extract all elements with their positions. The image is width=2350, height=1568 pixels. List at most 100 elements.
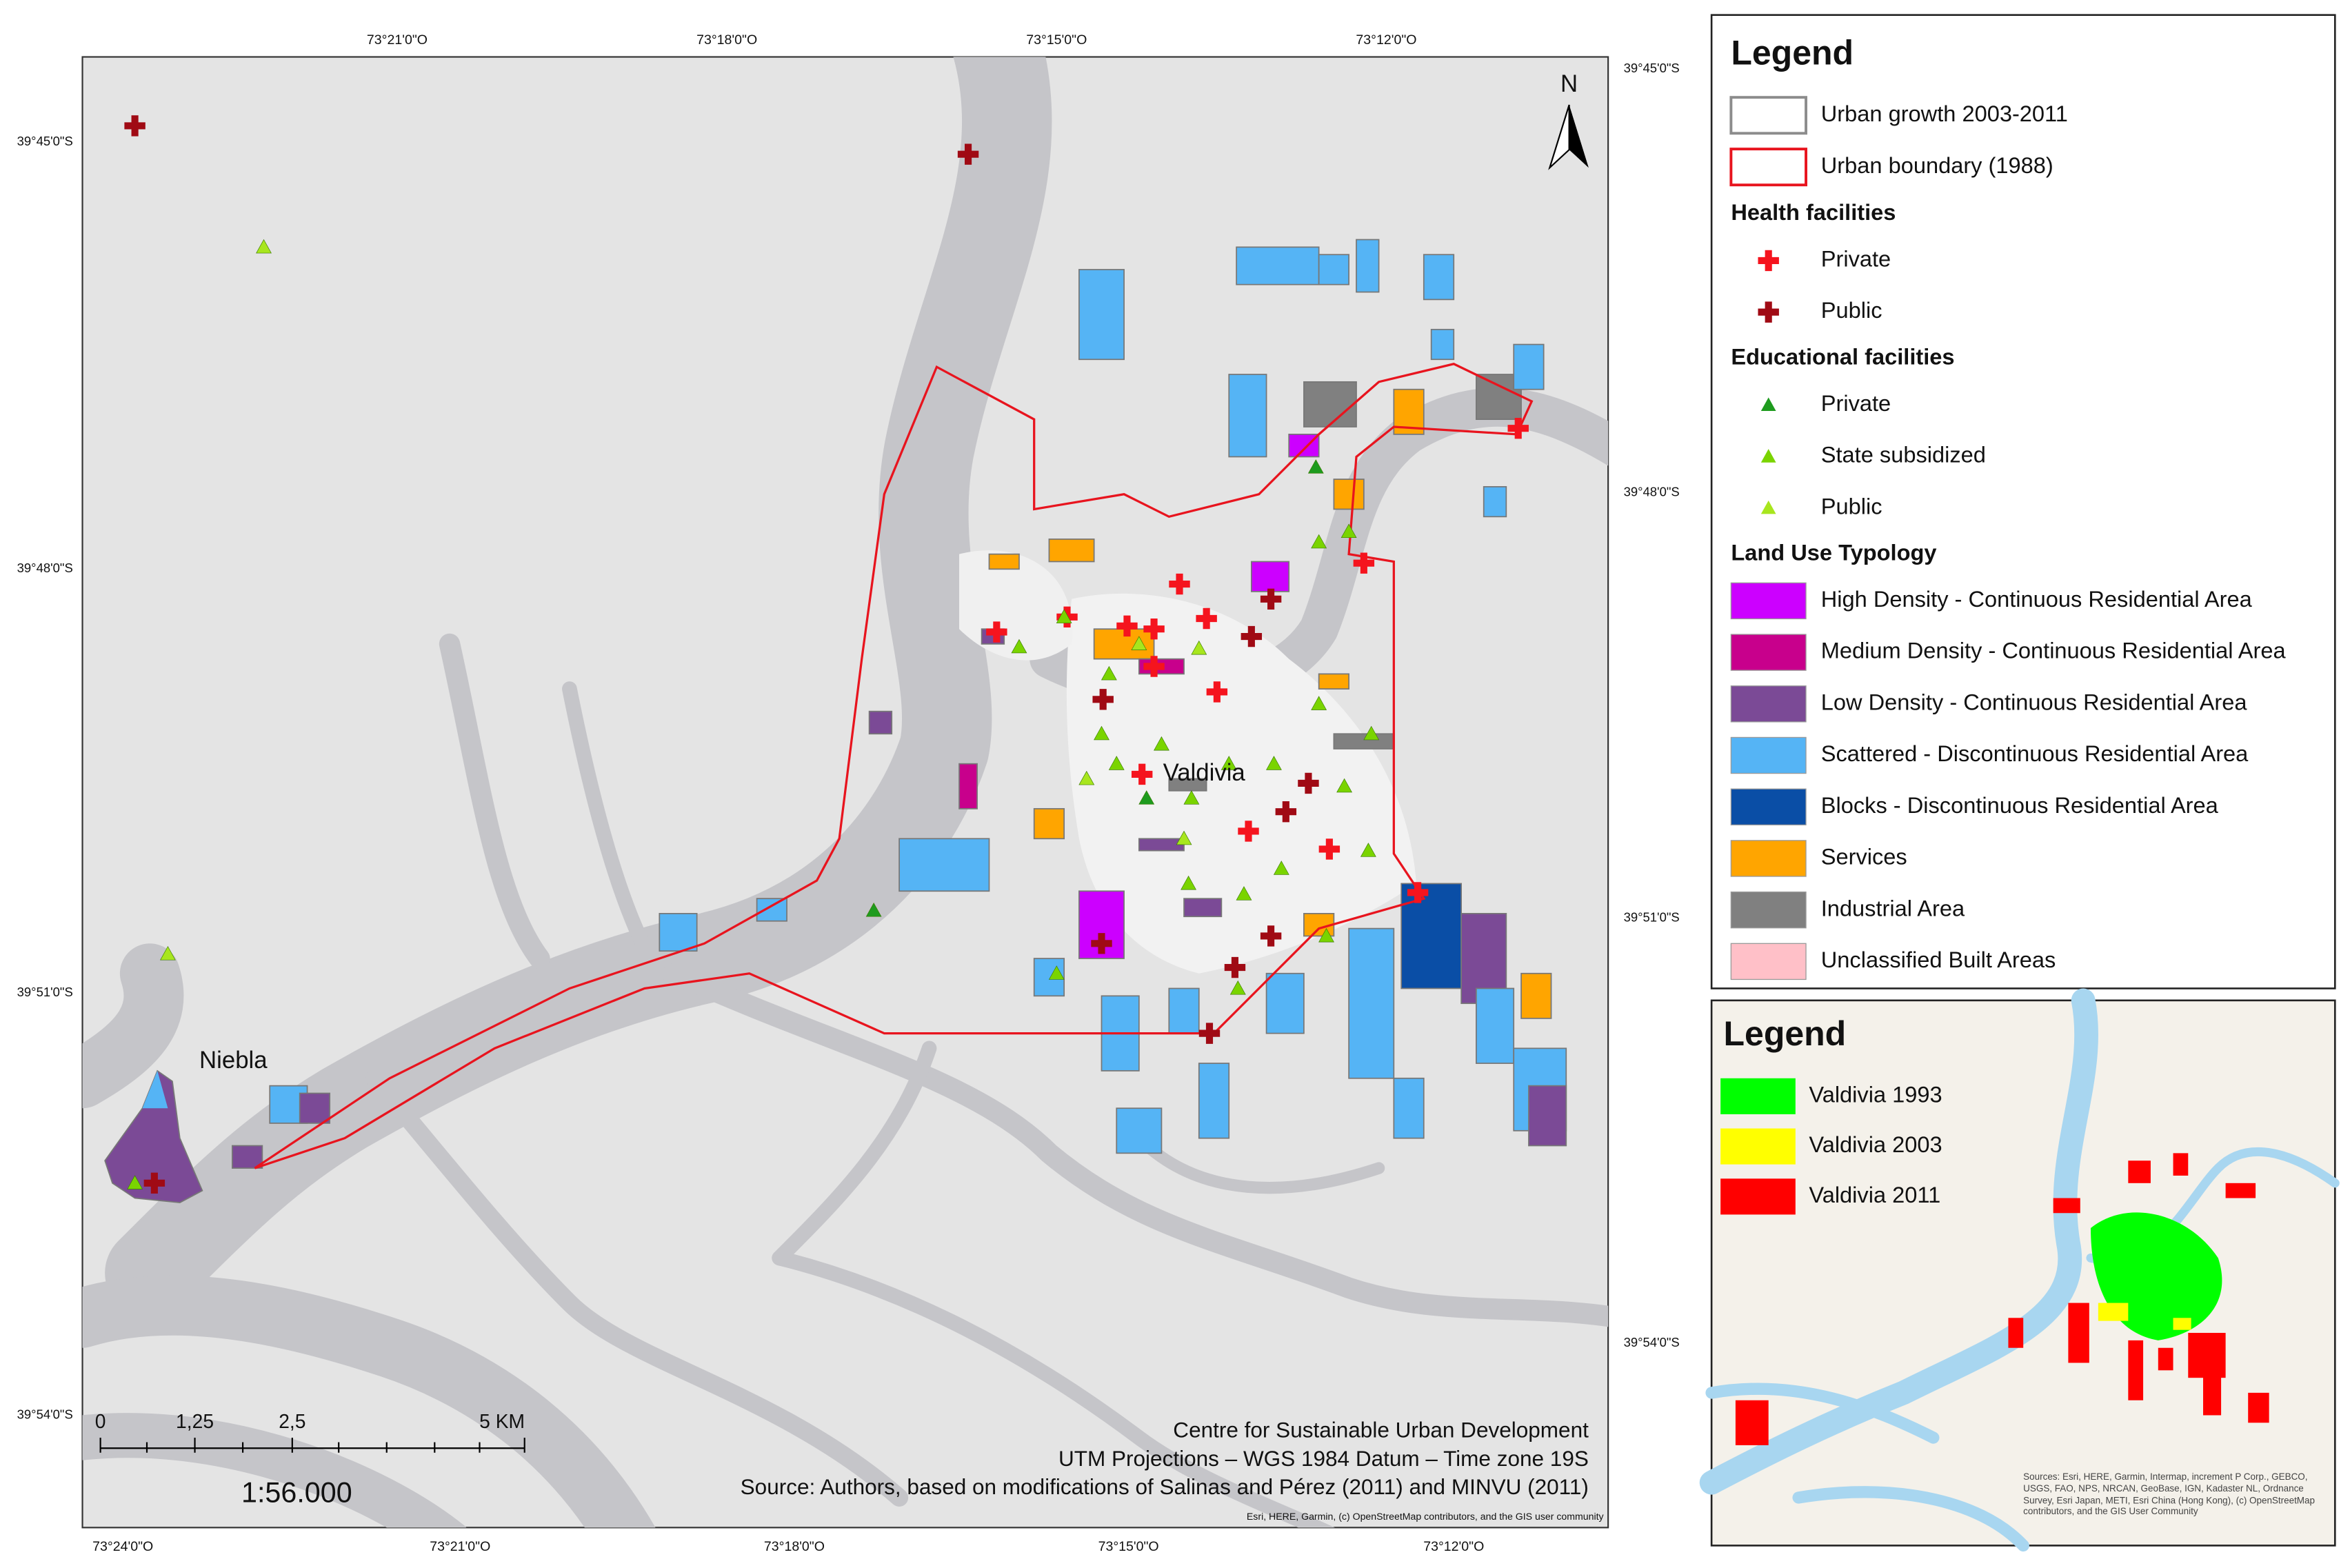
health-marker: [1507, 417, 1529, 439]
legend-label: Private: [1821, 246, 1891, 272]
urban-boundary: [254, 363, 1534, 1169]
legend-section-title: Educational facilities: [1731, 344, 1954, 370]
education-marker: [1108, 756, 1125, 770]
coord-label: 73°21'0"O: [367, 32, 428, 48]
land-use-parcel: [1513, 343, 1545, 390]
inset-legend-title: Legend: [1723, 1014, 1846, 1053]
land-use-parcel: [1116, 1107, 1163, 1154]
health-marker: [1407, 882, 1429, 903]
boundary-swatch: [1729, 148, 1807, 187]
land-use-parcel: [1475, 987, 1515, 1064]
coord-label: 73°24'0"O: [92, 1539, 153, 1554]
health-marker: [1353, 552, 1375, 574]
scale-label: 0: [95, 1410, 106, 1432]
education-marker: [1078, 770, 1095, 785]
land-use-parcel: [1393, 1077, 1425, 1139]
land-use-parcel: [1265, 972, 1305, 1034]
scale-label: 2,5: [279, 1410, 305, 1432]
legend-label: Private: [1821, 390, 1891, 416]
land-use-parcel: [1400, 883, 1463, 989]
health-marker: [1298, 772, 1319, 794]
place-label: Valdivia: [1163, 760, 1246, 786]
coord-label: 73°15'0"O: [1098, 1539, 1159, 1554]
legend-swatch: [1730, 840, 1807, 877]
education-marker: [127, 1175, 143, 1189]
legend-label: Medium Density - Continuous Residential …: [1821, 638, 2287, 663]
health-marker: [1241, 625, 1263, 647]
health-marker: [1091, 933, 1112, 954]
land-use-parcel: [958, 763, 978, 810]
legend-swatch: [1730, 685, 1807, 723]
coord-label: 73°12'0"O: [1356, 32, 1416, 48]
education-marker: [1011, 639, 1027, 654]
health-marker: [143, 1172, 165, 1194]
health-marker: [1143, 619, 1165, 640]
land-use-parcel: [1033, 807, 1065, 840]
education-marker: [1101, 665, 1117, 681]
land-use-parcel: [1356, 239, 1380, 293]
legend-swatch: [1730, 736, 1807, 774]
land-use-parcel: [1318, 254, 1349, 285]
coord-label: 39°45'0"S: [1624, 61, 1680, 75]
legend-label: Public: [1821, 297, 1882, 323]
education-marker: [1336, 778, 1353, 793]
health-marker: [986, 621, 1007, 643]
education-marker: [1154, 736, 1169, 751]
legend-label: Services: [1821, 844, 1907, 870]
land-use-parcel: [1528, 1085, 1567, 1147]
education-marker: [1363, 725, 1380, 741]
inset-attribution: Sources: Esri, HERE, Garmin, Intermap, i…: [2023, 1471, 2315, 1518]
land-use-parcel: [299, 1092, 331, 1124]
education-marker: [256, 239, 272, 254]
education-marker: [1340, 523, 1357, 539]
inset-map: [1699, 988, 2340, 1552]
scale-label: 1,25: [176, 1410, 214, 1432]
coord-label: 39°45'0"S: [17, 134, 73, 148]
legend-label: Blocks - Discontinuous Residential Area: [1821, 792, 2219, 818]
coord-label: 39°48'0"S: [17, 561, 73, 575]
education-marker: [1056, 609, 1072, 623]
land-use-parcel: [1430, 328, 1455, 361]
land-use-parcel: [898, 838, 990, 892]
scale-bar: [99, 1438, 525, 1453]
land-use-parcel: [1483, 486, 1507, 518]
health-marker: [1260, 588, 1282, 610]
scale-ratio: 1:56.000: [241, 1476, 352, 1508]
inset-attribution-box: Sources: Esri, HERE, Garmin, Intermap, i…: [2023, 1471, 2315, 1518]
boundary-swatch: [1729, 96, 1807, 135]
legend-swatch: [1730, 634, 1807, 671]
education-marker: [1266, 756, 1282, 770]
land-use-parcel: [1348, 927, 1395, 1079]
credit-line: UTM Projections – WGS 1984 Datum – Time …: [1058, 1446, 1589, 1471]
land-use-parcel: [1228, 374, 1267, 458]
coord-label: 73°15'0"O: [1026, 32, 1087, 48]
legend-label: Public: [1821, 493, 1882, 519]
education-marker: [1094, 725, 1109, 741]
legend-symbol: [1758, 250, 1779, 272]
coord-label: 39°54'0"S: [1624, 1335, 1680, 1349]
legend-symbol: [1760, 397, 1776, 411]
legend-label: State subsidized: [1821, 442, 1986, 468]
legend-symbol: [1760, 500, 1776, 514]
coord-label: 73°12'0"O: [1423, 1539, 1484, 1554]
health-marker: [1260, 925, 1282, 947]
land-use-parcel: [1423, 254, 1455, 301]
place-label: Niebla: [199, 1047, 268, 1074]
education-marker: [1048, 965, 1065, 980]
land-use-parcel: [1333, 479, 1365, 510]
education-marker: [1221, 756, 1237, 770]
land-use-parcel: [1250, 561, 1290, 592]
land-use-parcel: [1078, 269, 1125, 361]
education-marker: [1138, 790, 1155, 805]
coord-label: 39°54'0"S: [17, 1407, 73, 1421]
inset-swatch: [1720, 1078, 1796, 1114]
education-marker: [865, 902, 882, 917]
education-marker: [1176, 830, 1192, 845]
education-marker: [1273, 861, 1289, 875]
land-use-parcel: [1048, 539, 1095, 563]
map: [81, 56, 1609, 1529]
health-marker: [1092, 689, 1114, 710]
legend-symbol: [1760, 449, 1776, 463]
education-marker: [1360, 843, 1376, 857]
